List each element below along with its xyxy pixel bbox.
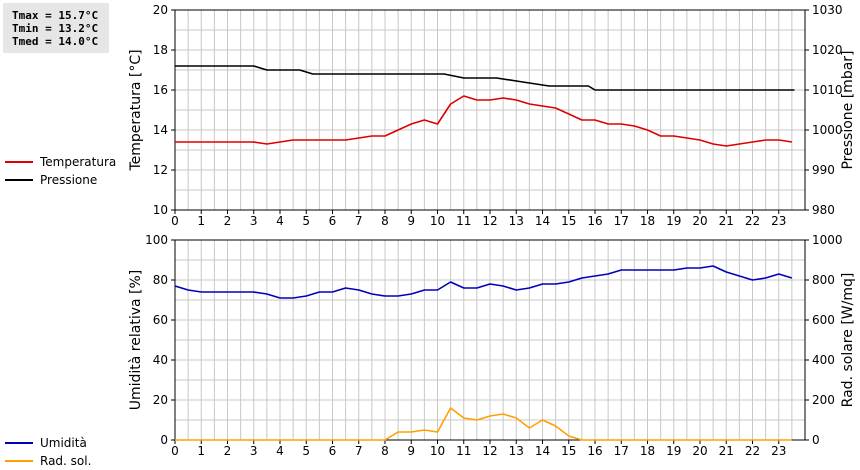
x-tick-label: 22 <box>745 214 760 228</box>
y-tick-label-left: 60 <box>153 313 168 327</box>
y-tick-label-left: 40 <box>153 353 168 367</box>
x-tick-label: 14 <box>535 214 550 228</box>
x-tick-label: 18 <box>640 444 655 458</box>
y-tick-label-right: 1000 <box>812 123 843 137</box>
x-tick-label: 3 <box>250 214 258 228</box>
legend-label-umidita: Umidità <box>40 436 87 450</box>
x-tick-label: 15 <box>561 444 576 458</box>
x-tick-label: 21 <box>719 444 734 458</box>
legend-swatch-rad-sol <box>5 460 33 462</box>
x-tick-label: 22 <box>745 444 760 458</box>
x-tick-label: 19 <box>666 444 681 458</box>
y-tick-label-left: 20 <box>153 393 168 407</box>
x-tick-label: 7 <box>355 444 363 458</box>
y-axis-label-right: Pressione [mbar] <box>840 50 856 169</box>
y-tick-label-right: 600 <box>812 313 835 327</box>
series-line-umidita <box>174 265 793 299</box>
x-tick-label: 0 <box>171 444 179 458</box>
x-tick-label: 13 <box>509 214 524 228</box>
y-tick-label-left: 80 <box>153 273 168 287</box>
x-tick-label: 0 <box>171 214 179 228</box>
x-tick-label: 5 <box>302 214 310 228</box>
x-tick-label: 1 <box>197 444 205 458</box>
x-tick-label: 17 <box>614 444 629 458</box>
x-tick-label: 5 <box>302 444 310 458</box>
x-tick-label: 20 <box>692 214 707 228</box>
y-axis-label-left: Temperatura [°C] <box>128 49 144 171</box>
y-tick-label-right: 1000 <box>812 233 843 247</box>
x-tick-label: 11 <box>456 444 471 458</box>
y-tick-label-left: 12 <box>153 163 168 177</box>
y-tick-label-right: 1010 <box>812 83 843 97</box>
y-tick-label-left: 0 <box>160 433 168 447</box>
x-tick-label: 2 <box>224 214 232 228</box>
x-tick-label: 11 <box>456 214 471 228</box>
x-tick-label: 15 <box>561 214 576 228</box>
x-tick-label: 23 <box>771 214 786 228</box>
x-tick-label: 9 <box>407 214 415 228</box>
x-tick-label: 3 <box>250 444 258 458</box>
x-tick-label: 2 <box>224 444 232 458</box>
x-tick-label: 13 <box>509 444 524 458</box>
x-tick-label: 9 <box>407 444 415 458</box>
x-tick-label: 1 <box>197 214 205 228</box>
y-tick-label-left: 18 <box>153 43 168 57</box>
y-tick-label-right: 0 <box>812 433 820 447</box>
charts-canvas: 0 1 2 3 4 5 6 7 8 9 10 11 12 13 14 15 16 17 18 19 20 21 22 2310… <box>128 3 856 458</box>
legend-item-pressione: Pressione <box>5 171 116 189</box>
x-tick-label: 23 <box>771 444 786 458</box>
tmed-text: Tmed = 14.0°C <box>12 35 99 48</box>
legend-swatch-umidita <box>5 442 33 444</box>
y-tick-label-left: 20 <box>153 3 168 17</box>
legend-label-pressione: Pressione <box>40 173 98 187</box>
x-tick-label: 7 <box>355 214 363 228</box>
series-line-temperatura <box>175 95 793 147</box>
y-tick-label-right: 990 <box>812 163 835 177</box>
x-tick-label: 4 <box>276 444 284 458</box>
y-tick-label-left: 100 <box>145 233 168 247</box>
x-tick-label: 16 <box>587 214 602 228</box>
x-tick-label: 6 <box>329 214 337 228</box>
y-axis-label-left: Umidità relativa [%] <box>128 270 144 411</box>
x-tick-label: 12 <box>482 444 497 458</box>
legend-swatch-pressione <box>5 179 33 181</box>
legend-item-temperatura: Temperatura <box>5 153 116 171</box>
y-tick-label-right: 200 <box>812 393 835 407</box>
y-tick-label-right: 800 <box>812 273 835 287</box>
x-tick-label: 18 <box>640 214 655 228</box>
x-tick-label: 20 <box>692 444 707 458</box>
x-tick-label: 17 <box>614 214 629 228</box>
y-tick-label-left: 10 <box>153 203 168 217</box>
x-tick-label: 14 <box>535 444 550 458</box>
y-tick-label-right: 980 <box>812 203 835 217</box>
x-tick-label: 12 <box>482 214 497 228</box>
x-tick-label: 8 <box>381 444 389 458</box>
y-tick-label-right: 1030 <box>812 3 843 17</box>
x-tick-label: 19 <box>666 214 681 228</box>
series-line-rad_sol <box>175 407 792 441</box>
x-tick-label: 4 <box>276 214 284 228</box>
legend-label-temperatura: Temperatura <box>40 155 117 169</box>
legend-swatch-temperatura <box>5 161 33 163</box>
x-tick-label: 10 <box>430 444 445 458</box>
legend-top: Temperatura Pressione <box>5 153 116 189</box>
y-tick-label-left: 14 <box>153 123 168 137</box>
x-tick-label: 10 <box>430 214 445 228</box>
x-tick-label: 6 <box>329 444 337 458</box>
y-tick-label-right: 400 <box>812 353 835 367</box>
tmax-text: Tmax = 15.7°C <box>12 9 99 22</box>
tmin-text: Tmin = 13.2°C <box>12 22 99 35</box>
y-tick-label-right: 1020 <box>812 43 843 57</box>
chart-panel-1: 0 1 2 3 4 5 6 7 8 9 10 11 12 13 14 15 16 17 18 19 20 21 22 2302… <box>128 233 856 458</box>
x-tick-label: 21 <box>719 214 734 228</box>
x-tick-label: 16 <box>587 444 602 458</box>
legend-item-umidita: Umidità <box>5 434 91 452</box>
y-axis-label-right: Rad. solare [W/mq] <box>840 273 856 408</box>
chart-panel-0: 0 1 2 3 4 5 6 7 8 9 10 11 12 13 14 15 16 17 18 19 20 21 22 2310… <box>128 3 856 228</box>
series-line-pressione <box>175 65 795 91</box>
stats-box: Tmax = 15.7°C Tmin = 13.2°C Tmed = 14.0°… <box>3 3 109 53</box>
x-tick-label: 8 <box>381 214 389 228</box>
y-tick-label-left: 16 <box>153 83 168 97</box>
